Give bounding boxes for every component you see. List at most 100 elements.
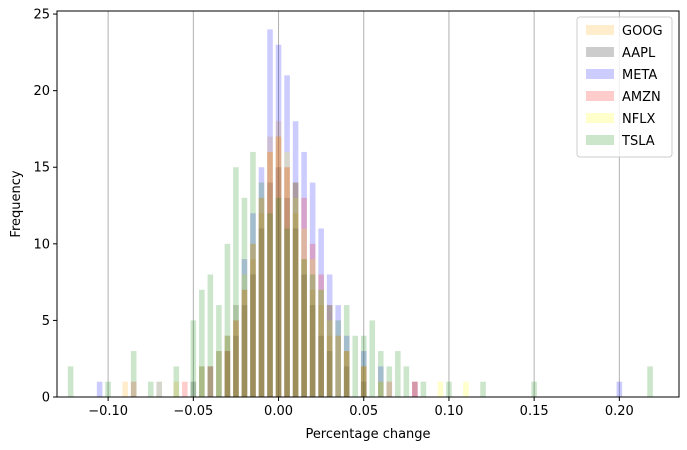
bar-amzn-12 — [301, 197, 307, 397]
bar-goog-10 — [275, 121, 282, 398]
bar-tsla-11 — [241, 197, 248, 397]
bar-nflx-0 — [156, 381, 163, 397]
bar-amzn-17 — [343, 351, 350, 397]
bar-goog-2 — [199, 366, 205, 397]
legend-label-tsla: TSLA — [621, 134, 655, 149]
bar-tsla-1 — [105, 381, 111, 397]
y-tick-label-3: 15 — [33, 161, 50, 176]
legend-box — [576, 16, 673, 158]
bar-nflx-16 — [335, 335, 341, 397]
bar-nflx-18 — [360, 366, 367, 397]
bar-goog-13 — [301, 259, 307, 397]
y-tick-label-5: 25 — [33, 8, 50, 23]
bar-amzn-7 — [258, 197, 265, 397]
series-nflx — [156, 136, 469, 397]
bar-aapl-0 — [190, 381, 197, 397]
bar-tsla-10 — [233, 167, 239, 397]
legend-label-meta: META — [622, 68, 657, 83]
bar-nflx-13 — [309, 259, 316, 397]
bar-tsla-31 — [420, 381, 427, 397]
bar-meta-7 — [250, 213, 256, 397]
bar-tsla-18 — [301, 259, 307, 397]
bar-nflx-8 — [267, 151, 273, 397]
bar-nflx-20 — [437, 381, 444, 397]
bar-meta-8 — [258, 167, 265, 397]
x-axis-title: Percentage change — [305, 427, 430, 442]
bar-tsla-19 — [309, 274, 316, 397]
legend-swatch-aapl — [586, 47, 614, 57]
bar-amzn-4 — [233, 320, 239, 397]
bar-aapl-11 — [301, 274, 307, 397]
legend-label-nflx: NFLX — [622, 112, 655, 127]
x-tick-label-2: 0.00 — [264, 404, 293, 419]
bar-aapl-5 — [250, 274, 256, 397]
bar-tsla-34 — [531, 381, 537, 397]
bar-goog-7 — [250, 259, 256, 397]
bar-amzn-15 — [326, 305, 333, 397]
bar-tsla-0 — [67, 366, 74, 397]
bar-amzn-9 — [275, 136, 282, 397]
bar-meta-16 — [326, 274, 333, 397]
bar-aapl-13 — [318, 335, 324, 397]
bar-nflx-6 — [250, 243, 256, 397]
bar-meta-0 — [96, 381, 103, 397]
bar-tsla-25 — [360, 335, 367, 397]
bar-tsla-21 — [326, 305, 333, 397]
series-amzn — [130, 136, 418, 397]
bar-meta-3 — [216, 351, 222, 397]
bar-nflx-21 — [463, 381, 469, 397]
legend-swatch-amzn — [586, 91, 614, 101]
bar-tsla-27 — [377, 351, 384, 397]
bar-goog-17 — [343, 351, 350, 397]
bar-tsla-5 — [190, 320, 197, 397]
bar-nflx-7 — [258, 197, 265, 397]
bar-meta-14 — [309, 182, 316, 397]
bar-nflx-2 — [216, 351, 222, 397]
series-tsla — [67, 151, 653, 397]
bar-meta-19 — [360, 351, 367, 397]
bar-goog-19 — [377, 381, 384, 397]
bar-tsla-35 — [647, 366, 653, 397]
x-tick-label-4: 0.10 — [434, 404, 463, 419]
y-tick-label-1: 5 — [42, 314, 50, 329]
bar-nflx-1 — [199, 366, 205, 397]
bar-goog-20 — [412, 381, 418, 397]
x-tick-label-1: −0.05 — [173, 404, 213, 419]
bar-tsla-6 — [199, 289, 205, 397]
bar-meta-13 — [301, 151, 307, 397]
bar-amzn-18 — [360, 366, 367, 397]
bar-amzn-6 — [250, 243, 256, 397]
bar-meta-5 — [233, 305, 239, 397]
bar-goog-9 — [267, 136, 273, 397]
y-tick-label-2: 10 — [33, 237, 50, 252]
bar-goog-18 — [360, 366, 367, 397]
bar-meta-2 — [199, 366, 205, 397]
bar-aapl-12 — [309, 305, 316, 397]
bar-tsla-8 — [216, 305, 222, 397]
x-tick-label-5: 0.15 — [520, 404, 549, 419]
bar-tsla-16 — [284, 228, 290, 397]
series-goog — [122, 121, 418, 398]
bar-amzn-13 — [309, 243, 316, 397]
legend-label-goog: GOOG — [622, 24, 663, 39]
legend-label-amzn: AMZN — [622, 90, 661, 105]
bar-goog-16 — [326, 335, 333, 397]
bar-tsla-15 — [275, 197, 282, 397]
bar-meta-11 — [284, 75, 290, 397]
bar-meta-22 — [616, 381, 623, 397]
bar-goog-0 — [122, 381, 128, 397]
x-tick-label-6: 0.20 — [605, 404, 634, 419]
bar-nflx-5 — [241, 274, 248, 397]
bar-tsla-13 — [258, 182, 265, 397]
bar-aapl-7 — [267, 182, 273, 397]
grid-layer — [107, 11, 620, 397]
bar-amzn-0 — [130, 381, 137, 397]
bar-aapl-1 — [207, 366, 214, 397]
x-tick-label-0: −0.10 — [88, 404, 128, 419]
bar-meta-20 — [377, 366, 384, 397]
bar-meta-15 — [318, 228, 324, 397]
bar-amzn-11 — [292, 182, 299, 397]
bar-tsla-32 — [446, 381, 452, 397]
